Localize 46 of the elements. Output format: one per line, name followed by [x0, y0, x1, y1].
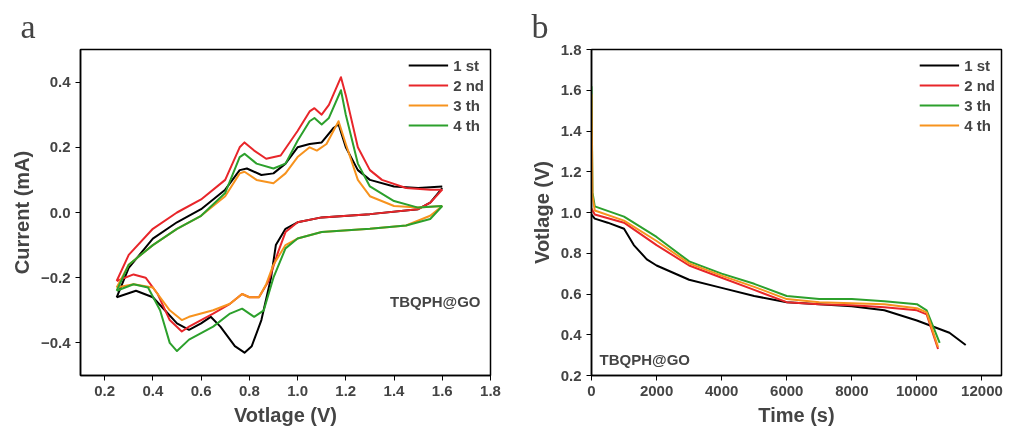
chart-title: a [20, 7, 36, 45]
legend-label: 3 th [453, 96, 480, 114]
y-tick-label: −0.4 [40, 333, 72, 351]
y-tick-label: 0.4 [560, 325, 583, 343]
x-tick-label: 1.8 [480, 381, 501, 399]
y-tick-label: 0.4 [49, 73, 72, 91]
x-tick-label: 1.4 [383, 381, 406, 399]
x-tick-label: 0.6 [190, 381, 212, 399]
y-tick-label: 0.8 [560, 244, 582, 262]
y-tick-label: 0.0 [49, 203, 71, 221]
y-tick-label: 0.6 [560, 285, 582, 302]
x-tick-label: 0.2 [94, 381, 116, 399]
x-tick-label: 10000 [896, 381, 938, 399]
x-tick-label: 2000 [639, 381, 674, 399]
x-tick-label: 12000 [961, 381, 1003, 399]
y-axis-title: Current (mA) [10, 150, 33, 275]
x-tick-label: 0.4 [142, 381, 164, 399]
legend-label: 2 nd [964, 76, 995, 94]
legend-label: 2 nd [453, 76, 484, 94]
x-tick-label: 1.6 [431, 381, 453, 399]
x-axis-title: Votlage (V) [234, 403, 337, 426]
y-tick-label: 1.4 [560, 122, 583, 139]
legend-label: 4 th [453, 116, 480, 134]
y-tick-label: 1.8 [560, 40, 582, 58]
x-tick-label: 6000 [770, 381, 804, 399]
y-axis-title: Votlage (V) [530, 161, 553, 264]
x-tick-label: 4000 [704, 381, 739, 399]
x-tick-label: 0.8 [238, 381, 260, 399]
x-axis-title: Time (s) [758, 403, 835, 426]
y-tick-label: −0.2 [40, 268, 71, 286]
x-tick-label: 1.0 [287, 381, 308, 399]
y-tick-label: 0.2 [560, 366, 582, 384]
y-tick-label: 1.2 [560, 162, 582, 180]
annotation: TBQPH@GO [390, 292, 481, 310]
y-tick-label: 0.2 [49, 138, 71, 156]
x-tick-label: 0 [587, 381, 596, 399]
y-tick-label: 1.6 [560, 81, 582, 99]
annotation: TBQPH@GO [599, 350, 691, 368]
legend-label: 1 st [964, 56, 991, 74]
chart-title: b [531, 7, 549, 45]
x-tick-label: 8000 [835, 381, 869, 399]
legend-label: 1 st [453, 56, 480, 74]
legend-label: 4 th [964, 116, 991, 134]
x-tick-label: 1.2 [335, 381, 357, 399]
y-tick-label: 1.0 [560, 203, 582, 221]
legend-label: 3 th [964, 96, 991, 114]
